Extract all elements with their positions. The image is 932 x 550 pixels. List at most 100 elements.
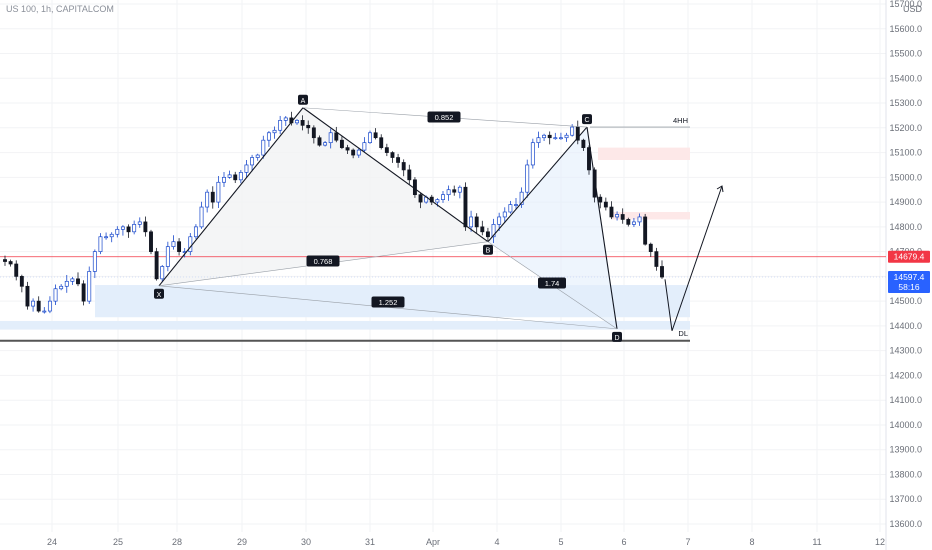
x-tick-label: 24: [47, 537, 57, 547]
candle-body: [345, 147, 350, 151]
candle: [171, 235, 176, 250]
candle-body: [149, 231, 153, 252]
candle: [199, 201, 204, 229]
y-tick-label: 14300.0: [889, 346, 922, 356]
candle-body: [620, 214, 625, 220]
x-tick-label: 7: [685, 537, 690, 547]
candle-body: [598, 196, 603, 203]
symbol-header: US 100, 1h, CAPITALCOM: [6, 4, 114, 14]
candle: [177, 238, 182, 256]
y-tick-label: 13700.0: [889, 494, 922, 504]
candle: [351, 148, 356, 159]
candle: [120, 225, 125, 236]
point-label-text: X: [157, 292, 162, 299]
candle: [609, 201, 614, 220]
candle: [519, 187, 524, 208]
candle-body: [637, 216, 642, 223]
point-label-bg: [612, 331, 622, 342]
bcd-fill: [488, 127, 617, 329]
candle-body: [396, 157, 401, 163]
candle-body: [356, 149, 361, 156]
candle: [502, 207, 507, 223]
candle: [441, 191, 445, 203]
y-tick-label: 15400.0: [889, 73, 922, 83]
candle-body: [536, 137, 541, 144]
candle-body: [98, 236, 103, 252]
candle: [654, 247, 659, 271]
candle-body: [660, 266, 664, 278]
candle: [514, 198, 518, 209]
candle: [87, 266, 92, 304]
candle-body: [42, 310, 47, 313]
candle: [637, 213, 642, 226]
candle: [143, 216, 148, 237]
candle-body: [76, 278, 80, 285]
candle: [446, 185, 451, 201]
candle: [401, 159, 406, 177]
point-label-bg: [298, 94, 308, 105]
y-tick-label: 14800.0: [889, 222, 922, 232]
point-label-bg: [483, 244, 493, 255]
candle: [587, 145, 591, 175]
candle-body: [283, 117, 288, 121]
y-tick-label: 15100.0: [889, 148, 922, 158]
y-tick-label: 13800.0: [889, 469, 922, 479]
candle: [115, 226, 120, 238]
candle-body: [401, 162, 406, 171]
candle-body: [418, 194, 423, 203]
candle-body: [154, 251, 159, 280]
candle: [19, 274, 24, 293]
candle: [598, 194, 603, 209]
candle-body: [452, 189, 457, 193]
candle: [216, 175, 221, 209]
candle-body: [339, 139, 344, 148]
candle: [311, 125, 316, 144]
candle-body: [379, 137, 384, 148]
point-label-bg: [582, 114, 592, 125]
candle: [525, 159, 530, 198]
candle: [109, 232, 114, 243]
candle: [345, 144, 350, 154]
candle: [149, 229, 153, 255]
candle-body: [384, 147, 389, 153]
candle-body: [463, 186, 468, 228]
leg-bc: [487, 126, 588, 243]
x-tick-label: 29: [237, 537, 247, 547]
candle-body: [615, 214, 620, 218]
candle-body: [508, 204, 513, 213]
candle: [261, 135, 266, 159]
candle-body: [36, 300, 41, 312]
candle: [564, 132, 569, 142]
candle-body: [115, 228, 120, 235]
x-tick-label: 5: [558, 537, 563, 547]
candle: [104, 232, 109, 240]
candle: [660, 260, 664, 279]
candle: [542, 133, 547, 141]
candle-body: [64, 280, 69, 287]
candle-body: [31, 300, 36, 307]
candle: [222, 172, 226, 188]
candle-body: [188, 236, 193, 252]
point-label-b: B: [483, 244, 493, 255]
candle-body: [519, 191, 524, 205]
point-label-d: D: [612, 331, 622, 342]
candle-body: [323, 142, 328, 146]
ratio-label: 1.252: [371, 296, 405, 308]
candle-body: [457, 186, 462, 193]
candle-body: [81, 283, 86, 302]
candle: [407, 164, 412, 185]
candle-body: [261, 139, 266, 156]
candle-body: [480, 226, 485, 233]
candle-body: [502, 211, 507, 218]
candle-body: [160, 266, 165, 280]
ratio-label-bg: [371, 296, 405, 308]
candle-body: [300, 120, 305, 126]
candle: [233, 171, 238, 183]
candle-body: [216, 181, 221, 203]
red-price-tag-bg: [888, 250, 930, 263]
y-tick-label: 14200.0: [889, 370, 922, 380]
candle: [474, 213, 479, 234]
candle: [3, 255, 7, 266]
candle: [210, 186, 215, 209]
